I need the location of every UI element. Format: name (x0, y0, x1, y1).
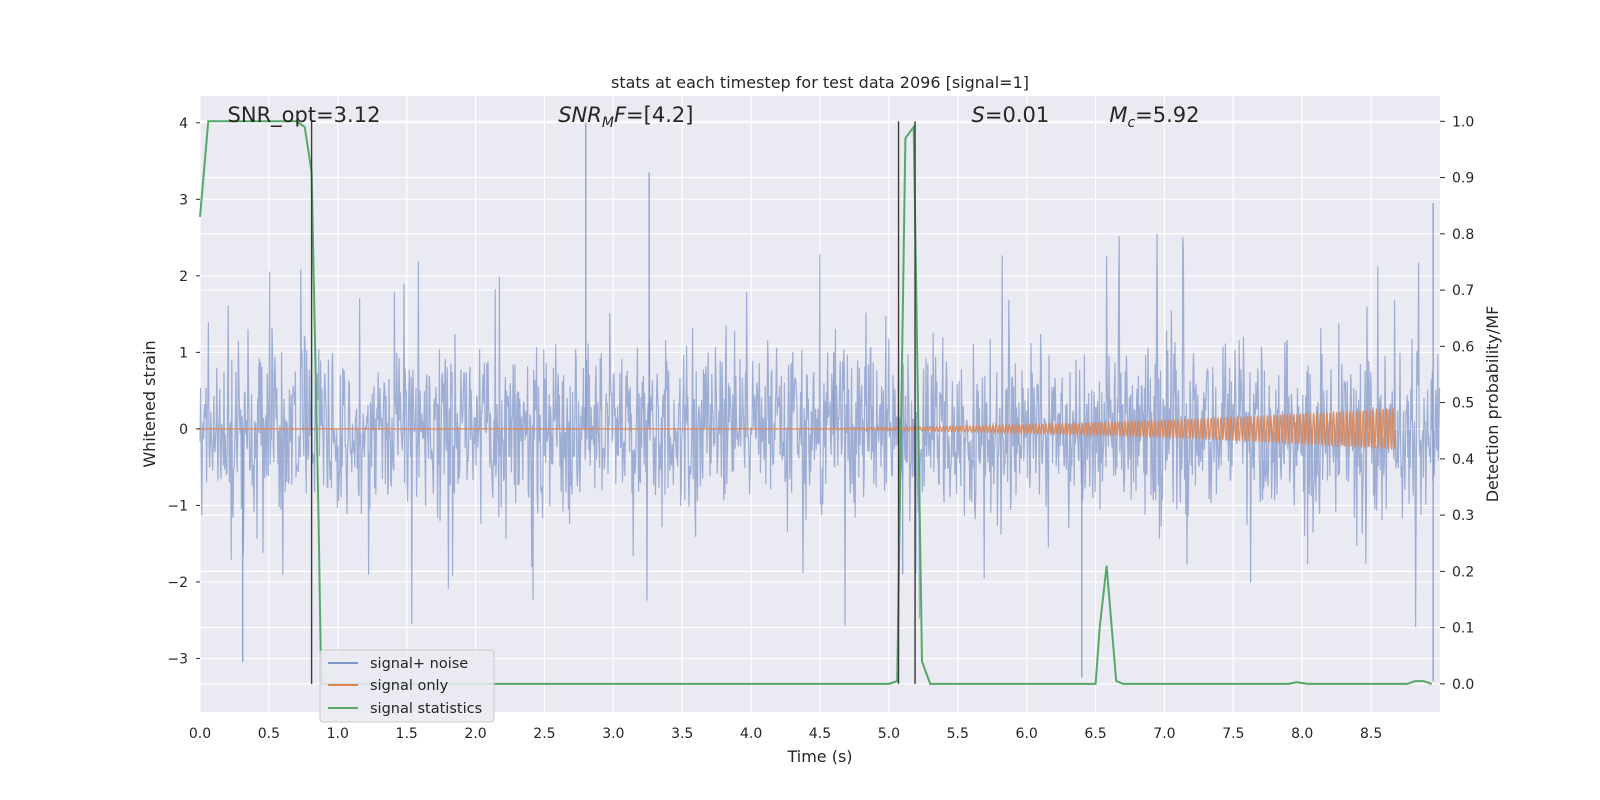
left-y-tick-label: −2 (167, 575, 188, 591)
x-tick-labels: 0.0 0.5 1.0 1.5 2.0 2.5 3.0 3.5 4.0 4.5 5.0 5.5 6.0 6… (189, 726, 1382, 742)
left-y-tick-label: 3 (179, 192, 188, 208)
x-tick-label: 3.5 (671, 726, 693, 742)
signal-statistics-line (199, 120, 1433, 685)
right-y-tick-label: 0.9 (1452, 171, 1474, 187)
left-y-tick-label: 1 (179, 345, 188, 361)
left-y-tick-labels: 4 3 2 1 0 −1 −2 −3 (167, 116, 200, 667)
x-axis-label: Time (s) (786, 747, 852, 766)
legend-box (319, 649, 495, 723)
x-tick-label: 2.0 (464, 726, 486, 742)
x-tick-label: 6.0 (1016, 726, 1038, 742)
x-tick-label: 0.0 (189, 726, 211, 742)
annotation-0: SNR_opt=3.12 (228, 103, 381, 128)
x-tick-label: 3.0 (602, 726, 624, 742)
left-y-tick-label: −1 (167, 498, 188, 514)
right-y-tick-label: 0.7 (1452, 283, 1474, 299)
right-y-tick-labels: 1.0 0.9 0.8 0.7 0.6 0.5 0.4 0.3 0.2 0.1 0.0 (1440, 114, 1474, 693)
chart-title: stats at each timestep for test data 209… (611, 73, 1029, 92)
x-tick-label: 5.0 (878, 726, 900, 742)
x-tick-label: 1.0 (327, 726, 349, 742)
left-y-tick-label: 0 (179, 422, 188, 438)
right-y-tick-label: 0.0 (1452, 677, 1474, 693)
x-tick-label: 5.5 (947, 726, 969, 742)
left-y-axis-label: Whitened strain (140, 340, 159, 467)
right-y-tick-label: 0.1 (1452, 621, 1474, 637)
right-y-tick-label: 0.5 (1452, 396, 1474, 412)
x-tick-label: 8.5 (1360, 726, 1382, 742)
signal-only-line (199, 407, 1397, 450)
vertical-lines (310, 121, 916, 684)
x-tick-label: 7.0 (1153, 726, 1175, 742)
x-tick-label: 2.5 (533, 726, 555, 742)
annotation-2: S=0.01 (972, 103, 1050, 127)
annotation-3: Mc=5.92 (1109, 103, 1199, 131)
annotation-1: SNRMF=[4.2] (558, 103, 693, 131)
x-tick-label: 6.5 (1084, 726, 1106, 742)
right-y-tick-label: 0.4 (1452, 452, 1474, 468)
left-y-tick-label: 2 (179, 269, 188, 285)
right-y-axis-label: Detection probability/MF (1483, 306, 1502, 503)
legend-label-signal-noise: signal+ noise (370, 656, 468, 672)
legend: signal+ noise signal only signal statist… (319, 649, 495, 723)
legend-label-signal-only: signal only (370, 678, 449, 694)
legend-label-signal-statistics: signal statistics (370, 701, 482, 717)
signal-noise-line (199, 233, 1441, 628)
right-y-tick-label: 0.2 (1452, 564, 1474, 580)
series-layer (199, 120, 1441, 685)
right-y-tick-label: 0.8 (1452, 227, 1474, 243)
right-y-tick-label: 0.6 (1452, 339, 1474, 355)
x-tick-label: 1.5 (396, 726, 418, 742)
x-tick-label: 4.5 (809, 726, 831, 742)
x-tick-label: 8.0 (1291, 726, 1313, 742)
right-y-tick-label: 1.0 (1452, 114, 1474, 130)
x-tick-label: 7.5 (1222, 726, 1244, 742)
x-tick-label: 4.0 (740, 726, 762, 742)
right-y-tick-label: 0.3 (1452, 508, 1474, 524)
left-y-tick-label: −3 (167, 651, 188, 667)
left-y-tick-label: 4 (179, 116, 188, 132)
annotations: SNR_opt=3.12 SNRMF=[4.2] S=0.01 Mc=5.92 (228, 103, 1200, 131)
x-tick-label: 0.5 (258, 726, 280, 742)
